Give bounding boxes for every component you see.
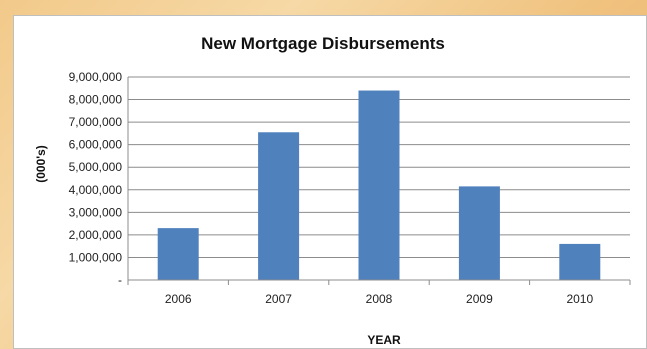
y-axis-label: (000's) bbox=[34, 145, 48, 183]
x-tick-label: 2009 bbox=[466, 292, 493, 306]
y-tick-label: - bbox=[118, 273, 122, 287]
y-tick-label: 5,000,000 bbox=[69, 160, 123, 174]
y-tick-label: 3,000,000 bbox=[69, 205, 123, 219]
y-tick-label: 9,000,000 bbox=[69, 70, 123, 84]
chart-title: New Mortgage Disbursements bbox=[201, 34, 445, 53]
x-axis-label: YEAR bbox=[367, 333, 401, 347]
bar-2010 bbox=[559, 243, 601, 280]
y-tick-label: 7,000,000 bbox=[69, 115, 123, 129]
axes: - 1,000,000 2,000,000 3,000,000 4,000,000 5,0… bbox=[69, 70, 631, 306]
chart-panel bbox=[13, 15, 647, 349]
y-tick-label: 6,000,000 bbox=[69, 138, 123, 152]
x-tick-label: 2008 bbox=[366, 292, 393, 306]
x-tick-label: 2006 bbox=[165, 292, 192, 306]
bar-2007 bbox=[258, 132, 300, 280]
bar-2006 bbox=[157, 228, 199, 280]
y-tick-label: 1,000,000 bbox=[69, 250, 123, 264]
x-tick-label: 2007 bbox=[265, 292, 292, 306]
y-tick-label: 4,000,000 bbox=[69, 183, 123, 197]
bars bbox=[157, 90, 601, 281]
bar-2008 bbox=[358, 90, 400, 281]
x-tick-label: 2010 bbox=[566, 292, 593, 306]
y-tick-label: 8,000,000 bbox=[69, 93, 123, 107]
bar-2009 bbox=[458, 186, 500, 280]
y-tick-label: 2,000,000 bbox=[69, 228, 123, 242]
